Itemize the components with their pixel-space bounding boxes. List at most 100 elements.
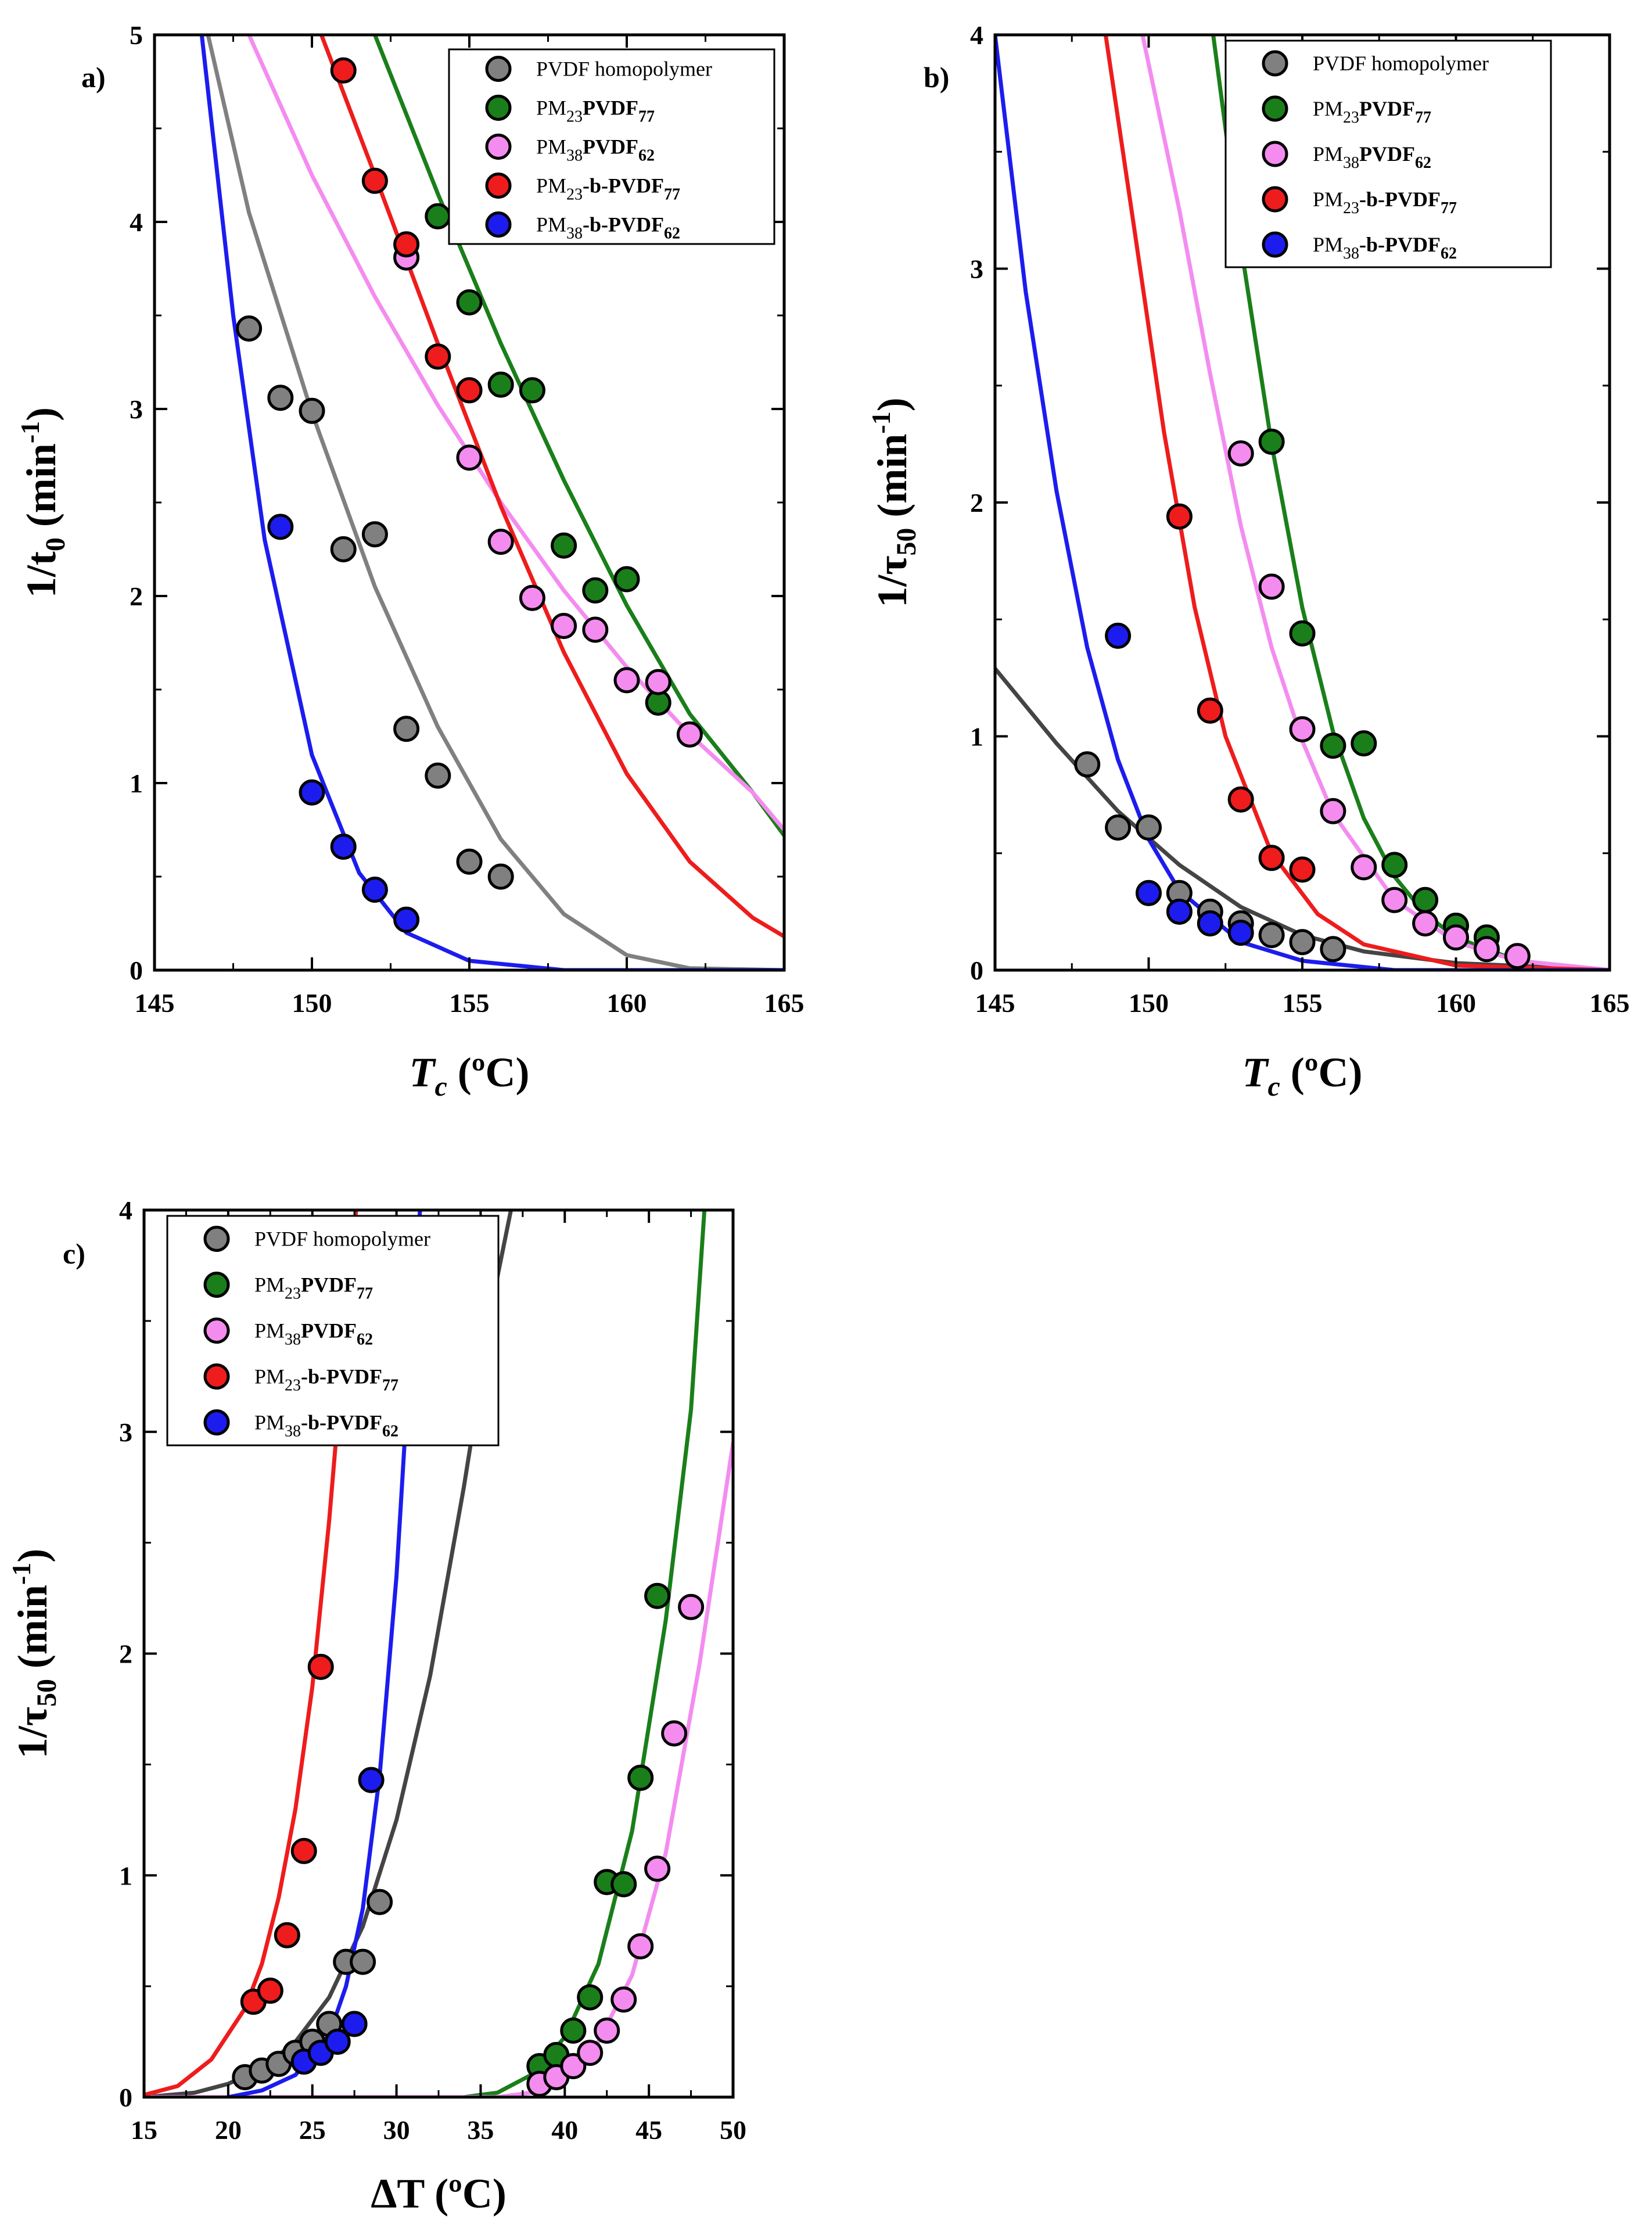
data-point [487, 863, 514, 890]
data-point [236, 315, 263, 342]
data-point [456, 377, 483, 404]
fit-curve-PM38-b-PVDF62 [199, 35, 784, 970]
data-point [560, 2053, 587, 2080]
data-point [1320, 936, 1346, 963]
x-tick-label: 160 [1436, 988, 1476, 1018]
data-point [274, 1922, 300, 1948]
data-point [519, 584, 545, 611]
legend-label: PM38-b-PVDF62 [1313, 233, 1457, 263]
x-tick-label: 15 [131, 2115, 157, 2145]
data-points [232, 1582, 705, 2097]
data-point [1166, 898, 1193, 925]
data-point [644, 1582, 671, 1609]
legend-label: PM38-b-PVDF62 [254, 1411, 398, 1441]
data-point [678, 1593, 705, 1620]
data-point [610, 1986, 637, 2013]
panel-c: 15 20 25 30 35 40 45 50 0 1 2 3 4 ΔT (ºC) 1/τ50 (min-1… [6, 1196, 746, 2217]
x-axis: 15 20 25 30 35 40 45 50 [131, 1210, 746, 2145]
y-tick-label: 2 [970, 488, 983, 518]
y-axis: 0 1 2 3 4 [970, 20, 1610, 985]
fit-curve-PM38PVDF62 [144, 1441, 733, 2097]
data-point [1289, 929, 1316, 956]
data-point [1320, 798, 1346, 824]
x-tick-label: 25 [299, 2115, 326, 2145]
y-tick-label: 4 [970, 20, 983, 50]
data-point [361, 521, 388, 548]
data-point [1258, 428, 1285, 455]
data-point [610, 1871, 637, 1897]
data-point [425, 762, 451, 789]
legend-marker [485, 134, 512, 160]
legend: PVDF homopolymer PM23PVDF77 PM38PVDF62 PM23… [448, 48, 775, 245]
x-tick-label: 150 [1129, 988, 1169, 1018]
y-tick-label: 1 [970, 722, 983, 752]
legend: PVDF homopolymer PM23PVDF77 PM38PVDF62 PM23… [1224, 40, 1552, 268]
x-tick-label: 145 [975, 988, 1015, 1018]
legend-label: PM23PVDF77 [1313, 97, 1431, 127]
data-point [582, 616, 609, 643]
legend-marker [1262, 186, 1288, 213]
data-point [350, 1948, 376, 1975]
panel-label: a) [81, 61, 106, 94]
data-point [1197, 697, 1223, 724]
y-axis-title: 1/t0 (min-1) [15, 407, 71, 598]
data-point [1412, 886, 1439, 913]
data-point [577, 1984, 604, 2011]
legend-marker [485, 211, 512, 238]
legend-marker [1262, 141, 1288, 167]
data-point [487, 529, 514, 555]
data-point [1351, 854, 1377, 881]
data-point [330, 536, 357, 562]
data-point [613, 566, 640, 593]
data-point [644, 1855, 671, 1882]
y-tick-label: 0 [119, 2083, 132, 2112]
y-tick-label: 1 [130, 769, 143, 798]
data-point [361, 877, 388, 903]
data-point [1166, 503, 1193, 530]
data-point [1105, 622, 1132, 649]
data-point [627, 1933, 654, 1959]
legend-label: PM23-b-PVDF77 [254, 1365, 398, 1395]
data-point [324, 2029, 351, 2055]
legend-marker [485, 173, 512, 199]
legend-marker [203, 1409, 230, 1435]
data-point [425, 343, 451, 370]
data-point [425, 203, 451, 229]
legend-marker [1262, 95, 1288, 122]
data-points [236, 57, 703, 933]
data-point [1443, 924, 1469, 951]
data-point [1136, 814, 1162, 841]
data-point [456, 444, 483, 471]
panel-a: 145 150 155 160 165 0 1 2 3 4 5 Tc (ºC) 1/t0 (min-1)… [15, 20, 805, 1102]
legend-label: PM38PVDF62 [536, 135, 655, 165]
y-axis: 0 1 2 3 4 [119, 1196, 733, 2112]
data-point [267, 514, 294, 540]
data-point [1136, 880, 1162, 906]
y-tick-label: 3 [970, 254, 983, 284]
data-point [1258, 573, 1285, 600]
x-tick-label: 165 [764, 988, 805, 1018]
panel-label: c) [63, 1237, 85, 1270]
data-point [1351, 730, 1377, 757]
data-point [1289, 716, 1316, 742]
panel-label: b) [924, 61, 949, 94]
data-point [661, 1720, 688, 1747]
data-point [560, 2018, 587, 2044]
data-point [519, 377, 545, 404]
x-axis-title: Tc (ºC) [1242, 1049, 1362, 1102]
data-point [1381, 886, 1408, 913]
legend-label: PVDF homopolymer [536, 58, 712, 81]
data-point [487, 371, 514, 398]
data-point [393, 716, 420, 742]
x-tick-label: 145 [135, 988, 175, 1018]
data-point [627, 1764, 654, 1791]
data-point [1197, 910, 1223, 936]
data-point [1473, 936, 1500, 963]
data-point [361, 167, 388, 194]
data-point [290, 1837, 317, 1864]
data-point [1227, 440, 1254, 466]
y-tick-label: 0 [130, 956, 143, 985]
data-point [1227, 786, 1254, 813]
data-point [645, 669, 671, 695]
